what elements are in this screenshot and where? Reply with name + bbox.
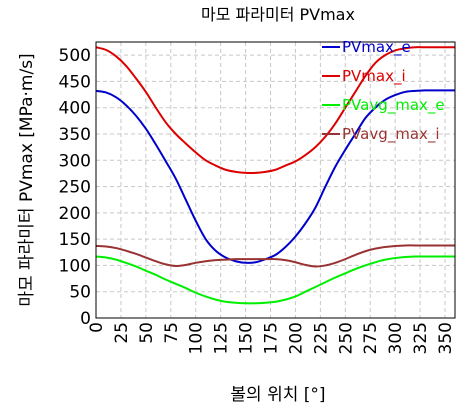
series-line-pvmax-i [95, 46, 455, 175]
x-axis-label: 볼의 위치 [°] [230, 385, 325, 405]
plot-frame [95, 41, 456, 319]
y-tick-label: 400 [59, 99, 91, 119]
y-tick-label: 300 [59, 151, 91, 171]
y-axis-label: 마모 파라미터 PVmax [MPa·m/s] [17, 53, 37, 306]
series-lines [95, 46, 455, 305]
y-tick-label: 250 [59, 178, 91, 198]
y-tick-labels: 0 50 100 150 200 250 300 350 400 450 500 [59, 46, 91, 329]
x-tick-label: 50 [137, 322, 157, 344]
y-tick-label: 150 [59, 230, 91, 250]
series-line-pvmax-e [95, 89, 455, 264]
x-tick-label: 25 [112, 322, 132, 344]
grid-lines [95, 42, 455, 319]
legend-label: PVmax_e [342, 38, 411, 57]
x-tick-label: 250 [336, 322, 356, 354]
y-tick-label: 450 [59, 72, 91, 92]
x-tick-label: 175 [262, 322, 282, 354]
x-tick-labels: 0 25 50 75 100 125 150 175 200 225 250 275 300 325 350 [87, 322, 456, 354]
y-tick-label: 100 [59, 256, 91, 276]
x-tick-label: 225 [311, 322, 331, 354]
legend-label: PVmax_i [342, 67, 406, 86]
legend-label: PVavg_max_i [342, 125, 440, 144]
x-tick-label: 350 [436, 322, 456, 354]
x-tick-label: 325 [411, 322, 431, 354]
y-tick-label: 0 [80, 309, 91, 329]
legend-label: PVavg_max_e [342, 96, 445, 115]
y-tick-label: 500 [59, 46, 91, 66]
x-tick-label: 200 [286, 322, 306, 354]
x-tick-label: 0 [87, 322, 107, 333]
x-tick-label: 100 [187, 322, 207, 354]
legend: PVmax_e PVmax_i PVavg_max_e PVavg_max_i [322, 38, 445, 144]
chart-title: 마모 파라미터 PVmax [201, 5, 355, 24]
series-line-pvavg-max-e [95, 255, 455, 305]
y-tick-label: 350 [59, 125, 91, 145]
series-line-pvavg-max-i [95, 244, 455, 268]
x-tick-label: 275 [361, 322, 381, 354]
x-tick-label: 300 [386, 322, 406, 354]
x-tick-label: 125 [212, 322, 232, 354]
y-tick-label: 200 [59, 204, 91, 224]
y-tick-label: 50 [69, 283, 91, 303]
x-tick-label: 150 [237, 322, 257, 354]
x-tick-label: 75 [162, 322, 182, 344]
